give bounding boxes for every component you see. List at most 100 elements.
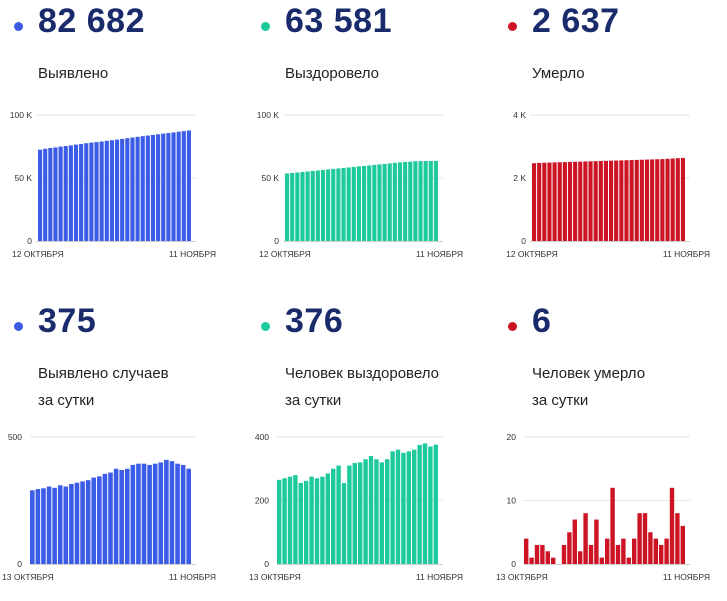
bar [41, 488, 46, 564]
bar [395, 449, 401, 564]
bar [119, 470, 124, 564]
bar [669, 487, 675, 564]
bar [30, 490, 35, 564]
bar [69, 483, 74, 564]
bar [387, 163, 392, 241]
bar [567, 161, 573, 241]
y-tick-label: 4 K [513, 110, 526, 120]
bar [171, 132, 176, 241]
bar [433, 160, 438, 241]
bar [277, 479, 282, 564]
x-end-label: 11 НОЯБРЯ [416, 249, 463, 259]
bar [615, 544, 621, 564]
bar [352, 463, 357, 564]
bar-chart: 0 200 400 13 ОКТЯБРЯ 11 НОЯБРЯ [249, 432, 463, 582]
bar [186, 468, 191, 564]
bar [367, 165, 372, 241]
bar [130, 137, 135, 241]
bar [175, 463, 180, 564]
stat-value: 63 581 [285, 2, 392, 40]
bar [634, 159, 639, 241]
bar [287, 476, 293, 564]
bar [74, 482, 80, 564]
x-start-label: 13 ОКТЯБРЯ [496, 572, 548, 582]
bar [136, 463, 141, 564]
bar [412, 449, 417, 564]
legend-dot-icon [14, 322, 23, 331]
bar [320, 169, 326, 241]
bar [46, 486, 52, 564]
x-end-label: 11 НОЯБРЯ [169, 572, 216, 582]
bar [314, 478, 320, 564]
legend-dot-icon [261, 22, 270, 31]
x-start-label: 13 ОКТЯБРЯ [2, 572, 54, 582]
bar [282, 478, 287, 564]
bar [79, 143, 84, 241]
stat-value: 376 [285, 302, 344, 340]
x-end-label: 11 НОЯБРЯ [169, 249, 216, 259]
bar [664, 538, 669, 564]
bar [290, 172, 295, 241]
bar [609, 160, 614, 241]
panel-detected-total: 82 682 Выявлено 0 50 K 100 K 12 ОКТЯБРЯ 11 НОЯ… [0, 0, 242, 300]
bar [135, 136, 140, 241]
bar [417, 444, 422, 564]
bar [545, 551, 550, 564]
bar [542, 162, 547, 241]
stat-label-line: за сутки [532, 392, 589, 409]
bar [326, 169, 331, 241]
bar [547, 162, 552, 241]
bar [356, 166, 361, 241]
bar [397, 162, 403, 241]
bar [648, 532, 653, 564]
bar [621, 538, 626, 564]
bar [537, 162, 542, 241]
bar [578, 551, 583, 564]
bar [422, 443, 428, 564]
bar [58, 146, 63, 241]
bar [94, 142, 99, 241]
bar [97, 476, 102, 564]
bar [145, 135, 150, 241]
panel-recovered-daily: 376 Человек выздоровело за сутки 0 200 400 13 … [247, 300, 489, 600]
bar [659, 544, 664, 564]
bar [551, 557, 556, 564]
bar [637, 513, 642, 564]
bar [113, 468, 119, 564]
bar [610, 487, 615, 564]
bar [109, 140, 114, 241]
panel-deaths-daily: 6 Человек умерло за сутки 0 10 20 13 ОКТЯБРЯ 11… [494, 300, 727, 600]
bar [300, 171, 305, 241]
bar [104, 140, 109, 241]
bar [428, 446, 433, 564]
bar [567, 532, 572, 564]
bar [38, 149, 43, 241]
bar [358, 462, 363, 564]
bar [374, 459, 379, 564]
bar [639, 159, 644, 241]
stat-label-line: за сутки [38, 392, 95, 409]
bar [650, 159, 655, 241]
bar [583, 161, 588, 241]
bar [285, 173, 290, 241]
bar [557, 162, 562, 241]
bar [115, 139, 120, 241]
bar [675, 158, 680, 241]
bar [293, 475, 298, 564]
stat-label: Выявлено случаев за сутки [38, 360, 169, 414]
bar [305, 171, 310, 241]
bar [642, 513, 648, 564]
bar [150, 134, 156, 241]
y-tick-label: 0 [511, 559, 516, 569]
bar [626, 557, 631, 564]
bar [166, 133, 171, 241]
bar [680, 157, 685, 241]
bar [35, 489, 41, 564]
bar [372, 164, 377, 241]
bar [529, 557, 534, 564]
bar [532, 163, 537, 241]
bar [362, 165, 367, 241]
bar [48, 148, 53, 241]
bar [594, 519, 599, 564]
bar [80, 481, 85, 564]
